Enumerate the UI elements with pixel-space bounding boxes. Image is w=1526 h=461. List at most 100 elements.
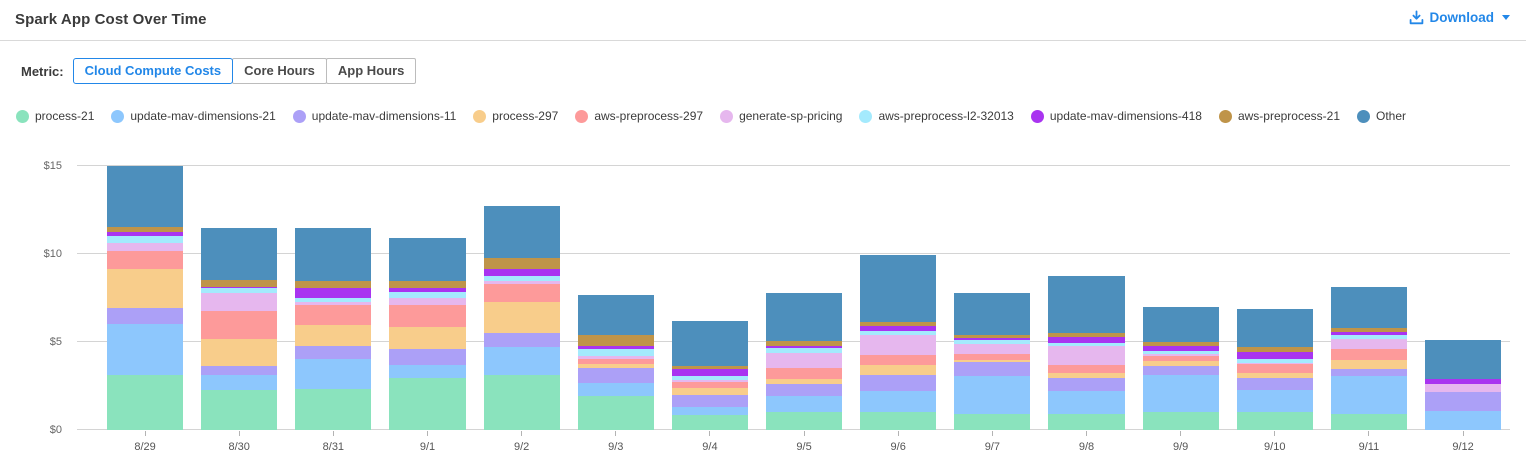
legend-item-update-mav-dimensions-21[interactable]: update-mav-dimensions-21 — [111, 109, 276, 123]
bar-segment-update-mav-dimensions-21[interactable] — [1142, 375, 1219, 412]
bar-segment-update-mav-dimensions-418[interactable] — [483, 269, 560, 277]
bar-segment-generate-sp-pricing[interactable] — [1236, 363, 1313, 365]
bar-segment-aws-preprocess-297[interactable] — [954, 354, 1031, 360]
bar-segment-generate-sp-pricing[interactable] — [107, 243, 184, 252]
bar-segment-update-mav-dimensions-11[interactable] — [483, 333, 560, 348]
bar-segment-update-mav-dimensions-21[interactable] — [860, 391, 937, 412]
bar-segment-other[interactable] — [107, 166, 184, 227]
bar-segment-process-21[interactable] — [107, 375, 184, 430]
legend-item-other[interactable]: Other — [1357, 109, 1406, 123]
bar-segment-update-mav-dimensions-21[interactable] — [1236, 389, 1313, 412]
bar-segment-update-mav-dimensions-418[interactable] — [1142, 346, 1219, 351]
bar-segment-aws-preprocess-21[interactable] — [577, 335, 654, 346]
bar-segment-aws-preprocess-21[interactable] — [671, 365, 748, 370]
bar-segment-process-297[interactable] — [1330, 359, 1407, 370]
bar-segment-update-mav-dimensions-21[interactable] — [577, 382, 654, 396]
bar-segment-process-297[interactable] — [765, 379, 843, 385]
bar-segment-update-mav-dimensions-21[interactable] — [671, 407, 748, 416]
bar-segment-process-297[interactable] — [1142, 361, 1219, 366]
bar-segment-other[interactable] — [1424, 340, 1502, 379]
bar-segment-process-21[interactable] — [577, 395, 654, 430]
bar-segment-aws-preprocess-l2-32013[interactable] — [1236, 358, 1313, 364]
bar-segment-update-mav-dimensions-418[interactable] — [765, 345, 843, 349]
bar-segment-update-mav-dimensions-21[interactable] — [389, 364, 466, 379]
bar-segment-update-mav-dimensions-11[interactable] — [1330, 369, 1407, 377]
bar-segment-aws-preprocess-l2-32013[interactable] — [389, 291, 466, 299]
bar-segment-other[interactable] — [765, 292, 843, 342]
bar-segment-update-mav-dimensions-11[interactable] — [765, 384, 843, 396]
bar-segment-process-21[interactable] — [765, 411, 843, 430]
bar-segment-process-21[interactable] — [671, 415, 748, 430]
bar-segment-aws-preprocess-297[interactable] — [483, 283, 560, 303]
bar-segment-aws-preprocess-l2-32013[interactable] — [1330, 335, 1407, 339]
bar-segment-process-21[interactable] — [1236, 411, 1313, 430]
bar-segment-update-mav-dimensions-11[interactable] — [954, 362, 1031, 377]
bar-segment-update-mav-dimensions-418[interactable] — [954, 337, 1031, 341]
bar-segment-process-297[interactable] — [295, 325, 372, 347]
bar-segment-other[interactable] — [954, 292, 1031, 336]
bar-segment-update-mav-dimensions-418[interactable] — [295, 288, 372, 299]
bar-segment-update-mav-dimensions-418[interactable] — [389, 288, 466, 292]
bar-segment-aws-preprocess-l2-32013[interactable] — [201, 288, 278, 293]
bar-segment-process-297[interactable] — [389, 327, 466, 350]
legend-item-aws-preprocess-21[interactable]: aws-preprocess-21 — [1218, 109, 1340, 123]
bar-segment-generate-sp-pricing[interactable] — [295, 302, 372, 306]
bar-segment-aws-preprocess-l2-32013[interactable] — [577, 349, 654, 357]
legend-item-aws-preprocess-l2-32013[interactable]: aws-preprocess-l2-32013 — [859, 109, 1014, 123]
bar-segment-process-297[interactable] — [1236, 372, 1313, 379]
bar-segment-update-mav-dimensions-21[interactable] — [765, 395, 843, 412]
bar-segment-aws-preprocess-l2-32013[interactable] — [107, 235, 184, 244]
bar-segment-update-mav-dimensions-418[interactable] — [577, 345, 654, 350]
bar-segment-update-mav-dimensions-11[interactable] — [1142, 365, 1219, 376]
bar-segment-aws-preprocess-297[interactable] — [671, 381, 748, 388]
bar-segment-update-mav-dimensions-11[interactable] — [671, 394, 748, 408]
legend-item-process-297[interactable]: process-297 — [473, 109, 558, 123]
bar-segment-other[interactable] — [1236, 308, 1313, 348]
bar-segment-aws-preprocess-21[interactable] — [389, 281, 466, 289]
bar-segment-generate-sp-pricing[interactable] — [671, 379, 748, 382]
bar-segment-aws-preprocess-297[interactable] — [765, 368, 843, 379]
bar-segment-update-mav-dimensions-21[interactable] — [295, 358, 372, 389]
bar-segment-process-297[interactable] — [954, 359, 1031, 363]
bar-segment-aws-preprocess-l2-32013[interactable] — [1142, 350, 1219, 355]
bar-segment-process-21[interactable] — [389, 378, 466, 430]
bar-segment-update-mav-dimensions-418[interactable] — [1424, 379, 1502, 385]
legend-item-generate-sp-pricing[interactable]: generate-sp-pricing — [720, 109, 842, 123]
bar-segment-other[interactable] — [1142, 306, 1219, 343]
bar-segment-aws-preprocess-297[interactable] — [1048, 364, 1125, 373]
bar-segment-aws-preprocess-l2-32013[interactable] — [954, 340, 1031, 344]
bar-segment-aws-preprocess-21[interactable] — [1330, 328, 1407, 333]
bar-segment-process-21[interactable] — [1142, 411, 1219, 430]
bar-segment-process-21[interactable] — [860, 411, 937, 430]
bar-segment-update-mav-dimensions-11[interactable] — [107, 307, 184, 325]
bar-segment-process-297[interactable] — [860, 364, 937, 375]
bar-segment-generate-sp-pricing[interactable] — [765, 352, 843, 369]
bar-segment-process-21[interactable] — [954, 414, 1031, 430]
bar-segment-update-mav-dimensions-418[interactable] — [860, 326, 937, 332]
bar-segment-process-21[interactable] — [1330, 414, 1407, 430]
bar-segment-update-mav-dimensions-21[interactable] — [1330, 376, 1407, 415]
bar-segment-aws-preprocess-21[interactable] — [295, 281, 372, 289]
bar-segment-other[interactable] — [1048, 276, 1125, 334]
bar-segment-aws-preprocess-21[interactable] — [1236, 347, 1313, 352]
bar-segment-aws-preprocess-21[interactable] — [1048, 333, 1125, 337]
download-button[interactable]: Download — [1409, 10, 1510, 25]
bar-segment-other[interactable] — [1330, 286, 1407, 329]
metric-option-cloud-compute-costs[interactable]: Cloud Compute Costs — [72, 58, 234, 84]
bar-segment-aws-preprocess-l2-32013[interactable] — [295, 298, 372, 303]
bar-segment-aws-preprocess-297[interactable] — [295, 305, 372, 326]
bar-segment-update-mav-dimensions-418[interactable] — [201, 286, 278, 289]
metric-option-core-hours[interactable]: Core Hours — [232, 58, 327, 84]
bar-segment-update-mav-dimensions-11[interactable] — [295, 346, 372, 359]
bar-segment-process-297[interactable] — [483, 302, 560, 334]
bar-segment-generate-sp-pricing[interactable] — [954, 343, 1031, 355]
bar-segment-aws-preprocess-l2-32013[interactable] — [671, 376, 748, 380]
legend-item-process-21[interactable]: process-21 — [16, 109, 94, 123]
bar-segment-process-21[interactable] — [295, 388, 372, 430]
bar-segment-other[interactable] — [483, 205, 560, 258]
bar-segment-process-21[interactable] — [483, 374, 560, 430]
bar-segment-generate-sp-pricing[interactable] — [1424, 384, 1502, 393]
bar-segment-process-297[interactable] — [671, 387, 748, 395]
bar-segment-update-mav-dimensions-21[interactable] — [1048, 391, 1125, 415]
bar-segment-other[interactable] — [671, 320, 748, 366]
